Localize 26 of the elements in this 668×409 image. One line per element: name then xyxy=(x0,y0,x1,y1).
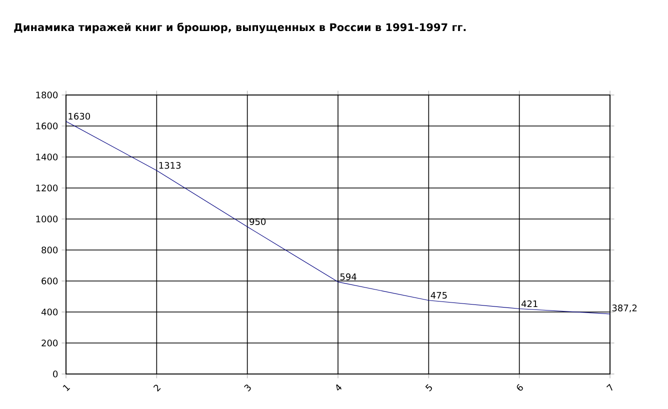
data-label: 594 xyxy=(340,273,356,280)
chart-title: Динамика тиражей книг и брошюр, выпущенных в России в 1991-1997 гг. xyxy=(14,22,466,34)
y-tick-label: 200 xyxy=(42,340,58,346)
y-tick-label: 400 xyxy=(41,308,58,316)
x-tick-label: 4 xyxy=(336,384,342,391)
y-tick-label: 800 xyxy=(42,246,58,254)
x-tick-label: 3 xyxy=(244,384,251,392)
x-tick-label: 1 xyxy=(62,384,70,392)
x-tick-label: 5 xyxy=(425,384,432,392)
data-label: 950 xyxy=(250,218,266,226)
y-tick-label: 1600 xyxy=(36,122,58,130)
data-label: 387,2 xyxy=(612,304,637,312)
data-label: 421 xyxy=(521,300,538,308)
x-tick-label: 6 xyxy=(516,384,523,391)
x-tick-label: 2 xyxy=(153,384,161,392)
y-tick-label: 1000 xyxy=(36,216,58,222)
x-tick-label: 7 xyxy=(606,384,612,391)
data-label: 1630 xyxy=(68,112,90,120)
y-tick-label: 1800 xyxy=(36,92,58,98)
line-series xyxy=(66,121,610,314)
y-tick-label: 1400 xyxy=(36,154,58,160)
y-tick-label: 0 xyxy=(53,370,58,378)
data-label: 1313 xyxy=(159,162,181,169)
data-label: 475 xyxy=(430,292,447,299)
y-tick-label: 600 xyxy=(42,278,58,284)
y-tick-label: 1200 xyxy=(36,184,58,192)
